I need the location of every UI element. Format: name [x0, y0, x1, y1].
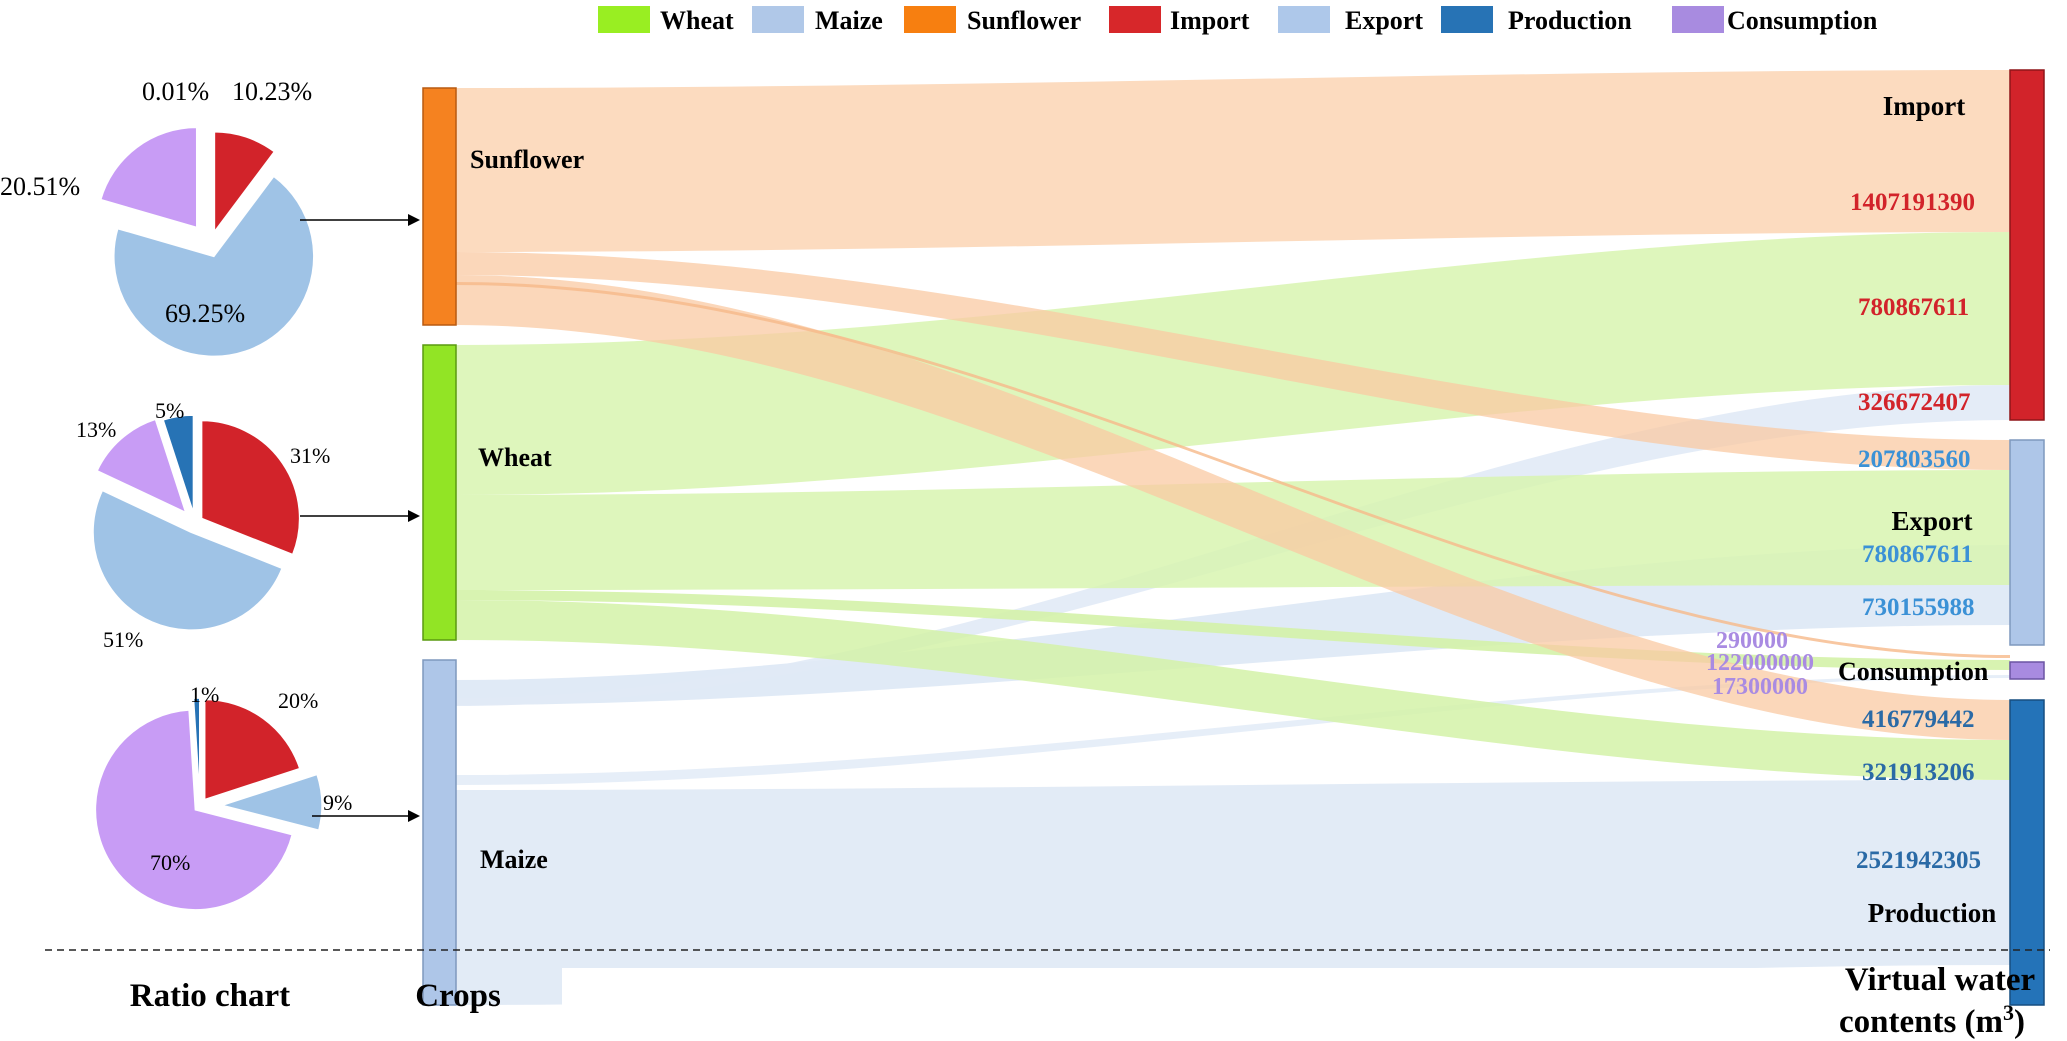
target-label-import: Import: [1883, 91, 1966, 121]
legend-item-maize: Maize: [752, 6, 883, 35]
node-maize: [422, 659, 457, 1006]
legend-label-production: Production: [1508, 6, 1632, 35]
node-production: [2009, 699, 2045, 1006]
node-consumption: [2009, 661, 2045, 680]
legend-item-import: Import: [1109, 6, 1250, 35]
crop-label-sunflower: Sunflower: [470, 145, 584, 174]
legend-label-export: Export: [1345, 6, 1423, 35]
legend-label-sunflower: Sunflower: [967, 6, 1081, 35]
bottom-labels: Ratio chart Crops Virtual water contents…: [130, 962, 2035, 1040]
node-wheat: [422, 344, 457, 641]
pie-slice-wheat-export: [92, 489, 284, 631]
node-sunflower: [422, 87, 457, 326]
export-value-3: 730155988: [1862, 594, 1975, 621]
pie-slice-sunflower-import: [213, 130, 276, 234]
pie-labels-maize: 1% 20% 9% 70%: [150, 682, 352, 875]
pie-slice-wheat-consumption: [96, 418, 187, 514]
pie-labels-sunflower: 0.01% 10.23% 20.51% 69.25%: [0, 77, 312, 328]
import-value-2: 780867611: [1858, 294, 1969, 321]
legend-swatch-consumption: [1672, 6, 1724, 33]
pie-label-sunflower-production: 0.01%: [142, 77, 209, 106]
legend-label-maize: Maize: [815, 6, 883, 35]
legend-label-consumption: Consumption: [1727, 6, 1878, 35]
legend-item-production: Production: [1441, 6, 1632, 35]
consumption-value-3: 17300000: [1712, 674, 1808, 700]
pie-slice-wheat-import: [200, 419, 301, 556]
node-import: [2009, 69, 2045, 421]
legend-item-consumption: Consumption: [1672, 6, 1878, 35]
export-value-2: 780867611: [1862, 541, 1973, 568]
flow-sunflower-production: [456, 275, 2010, 740]
production-value-3: 2521942305: [1856, 847, 1981, 874]
legend-item-sunflower: Sunflower: [904, 6, 1081, 35]
flow-sunflower-import: [456, 70, 2010, 252]
legend-swatch-maize: [752, 6, 804, 33]
flow-sunflower-export: [456, 252, 2010, 470]
legend: Wheat Maize Sunflower Import Export Prod…: [598, 6, 1878, 35]
pie-label-sunflower-export: 69.25%: [165, 299, 245, 328]
pie-label-maize-consumption: 70%: [150, 850, 190, 875]
pie-chart-maize: [94, 697, 323, 911]
node-export: [2009, 439, 2045, 646]
export-value-1: 207803560: [1858, 446, 1971, 473]
legend-item-wheat: Wheat: [598, 6, 734, 35]
legend-swatch-sunflower: [904, 6, 956, 33]
target-nodes: [2009, 69, 2045, 1006]
crop-nodes: Sunflower Wheat Maize: [422, 87, 584, 1006]
vwc-unit-main: contents (m: [1839, 1004, 2003, 1040]
pie-to-crop-arrows: [300, 214, 420, 822]
import-value-3: 326672407: [1858, 389, 1971, 416]
production-value-2: 321913206: [1862, 759, 1975, 786]
pie-label-maize-export: 9%: [323, 790, 352, 815]
legend-label-import: Import: [1170, 6, 1250, 35]
vwc-unit-close: ): [2014, 1004, 2025, 1040]
target-labels: Import 1407191390 780867611 326672407 20…: [1706, 91, 1996, 928]
pie-label-maize-import: 20%: [278, 688, 318, 713]
flow-wheat-production: [456, 600, 2010, 780]
pie-chart-wheat: [92, 414, 301, 631]
pie-slice-maize-import: [203, 698, 301, 801]
legend-swatch-import: [1109, 6, 1161, 33]
consumption-value-1: 290000: [1716, 628, 1788, 654]
sankey-flows: [456, 70, 2010, 1005]
pie-slice-sunflower-consumption: [99, 126, 198, 229]
pie-label-sunflower-consumption: 20.51%: [0, 172, 80, 201]
pie-slice-wheat-production: [162, 414, 195, 514]
production-value-1: 416779442: [1862, 706, 1975, 733]
legend-swatch-wheat: [598, 6, 650, 33]
pie-label-wheat-consumption: 13%: [76, 417, 116, 442]
target-label-export: Export: [1892, 506, 1973, 536]
pie-label-wheat-export: 51%: [103, 627, 143, 652]
vwc-unit-sup: 3: [2003, 1000, 2014, 1025]
crop-label-wheat: Wheat: [478, 443, 552, 472]
pie-label-wheat-production: 5%: [155, 398, 184, 423]
bottom-label-vwc-line1: Virtual water: [1845, 962, 2035, 998]
bottom-label-crops: Crops: [415, 978, 501, 1014]
legend-swatch-production: [1441, 6, 1493, 33]
crop-label-maize: Maize: [480, 845, 548, 874]
bottom-mask: [562, 968, 1786, 1008]
flow-maize-production: [456, 780, 2010, 1005]
flow-wheat-export: [456, 470, 2010, 590]
pie-slice-maize-production: [192, 697, 201, 799]
pie-slice-sunflower-export: [113, 175, 315, 358]
bottom-label-vwc-line2: contents (m3): [1839, 1000, 2025, 1040]
consumption-value-2: 122000000: [1706, 650, 1814, 676]
flow-maize-consumption: [456, 675, 2010, 785]
pie-label-wheat-import: 31%: [290, 443, 330, 468]
bottom-label-ratio-chart: Ratio chart: [130, 978, 290, 1014]
legend-item-export: Export: [1278, 6, 1423, 35]
pie-slice-maize-consumption: [94, 709, 294, 911]
target-label-consumption: Consumption: [1838, 657, 1989, 686]
legend-swatch-export: [1278, 6, 1330, 33]
pie-slice-maize-export: [219, 773, 323, 832]
pie-label-maize-production: 1%: [190, 682, 219, 707]
legend-label-wheat: Wheat: [660, 6, 734, 35]
pie-chart-sunflower: [99, 126, 315, 358]
pie-labels-wheat: 5% 13% 31% 51%: [76, 398, 330, 652]
pie-label-sunflower-import: 10.23%: [232, 77, 312, 106]
import-value-1: 1407191390: [1850, 189, 1975, 216]
target-label-production: Production: [1868, 898, 1997, 928]
